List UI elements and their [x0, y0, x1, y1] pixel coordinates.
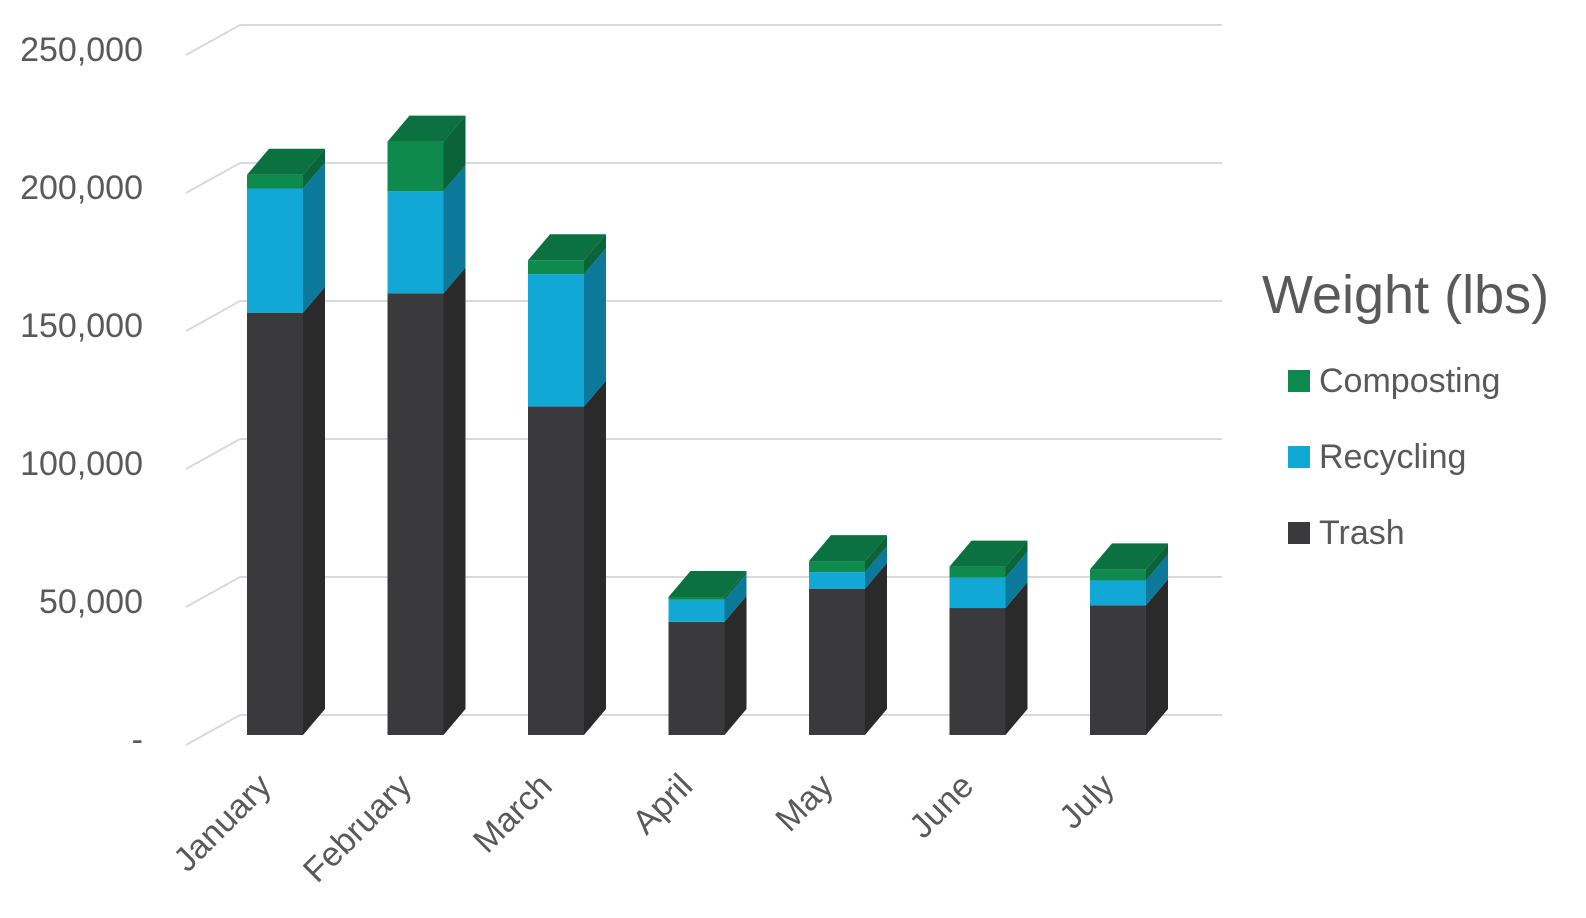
bar-top-march [528, 234, 606, 261]
legend-swatch-composting [1288, 370, 1310, 392]
bar-composting-january [247, 174, 303, 189]
bar-group-february [387, 115, 466, 735]
bar-trash-january [247, 312, 303, 735]
bar-top-june [949, 540, 1028, 567]
x-category-label: January [166, 767, 278, 879]
x-category-label: April [625, 767, 700, 842]
bar-recycling-february [387, 191, 444, 294]
bar-side-trash-february [443, 267, 466, 735]
bar-composting-april [668, 597, 725, 600]
bar-composting-july [1090, 569, 1146, 581]
bar-top-april [668, 571, 747, 597]
bar-side-recycling-march [584, 248, 606, 407]
bar-side-composting-july [1146, 543, 1168, 581]
x-category-label: June [902, 767, 981, 846]
x-category-label: March [466, 767, 560, 861]
gridline-slant [185, 300, 241, 332]
bar-composting-may [809, 561, 865, 573]
gridline-slant [185, 162, 241, 194]
bar-side-recycling-june [1005, 551, 1028, 609]
bar-top-january [247, 148, 325, 175]
bar-composting-june [949, 566, 1006, 578]
x-category-label: May [768, 767, 840, 839]
legend-label-composting: Composting [1319, 362, 1500, 400]
bar-group-january [247, 148, 325, 735]
bar-side-trash-march [584, 380, 606, 735]
bar-top-july [1090, 543, 1168, 570]
bar-side-composting-april [724, 571, 747, 600]
y-tick-label: 100,000 [20, 445, 143, 483]
bar-side-composting-february [443, 115, 466, 192]
gridline-slant [185, 714, 241, 746]
bar-side-composting-may [865, 535, 887, 573]
legend-label-trash: Trash [1319, 514, 1405, 552]
bar-recycling-may [809, 572, 865, 589]
bar-recycling-april [668, 599, 725, 622]
bar-side-composting-march [584, 234, 606, 275]
bar-recycling-march [528, 274, 584, 407]
y-tick-label: - [132, 721, 143, 759]
x-category-label: July [1052, 767, 1122, 837]
bar-side-recycling-february [443, 165, 466, 294]
bar-side-recycling-may [865, 546, 887, 589]
y-tick-label: 50,000 [39, 583, 143, 621]
legend-label-recycling: Recycling [1319, 438, 1466, 476]
legend-title: Weight (lbs) [1262, 265, 1549, 325]
bar-side-trash-january [303, 286, 325, 735]
bar-trash-june [949, 608, 1006, 735]
bar-composting-march [528, 260, 584, 275]
x-category-label: February [296, 767, 419, 890]
bar-top-february [387, 115, 466, 142]
bar-side-recycling-april [724, 573, 747, 622]
legend-swatch-trash [1288, 522, 1310, 544]
bar-trash-march [528, 406, 584, 735]
bar-side-trash-may [865, 562, 887, 735]
bar-side-composting-january [303, 148, 325, 189]
bar-trash-july [1090, 605, 1146, 735]
bar-group-march [528, 234, 606, 735]
bar-recycling-january [247, 188, 303, 313]
bar-side-recycling-july [1146, 554, 1168, 606]
bar-side-trash-july [1146, 579, 1168, 735]
legend: Weight (lbs) Composting Recycling Trash [1262, 265, 1549, 552]
bar-composting-february [387, 141, 444, 192]
bar-side-composting-june [1005, 540, 1028, 578]
x-axis-categories: January February March April May June July [166, 767, 1121, 890]
y-tick-label: 250,000 [20, 31, 143, 69]
bar-group-april [668, 571, 747, 735]
bar-trash-february [387, 293, 444, 735]
bar-trash-may [809, 588, 865, 735]
bar-side-trash-april [724, 595, 747, 735]
bar-top-may [809, 535, 887, 562]
y-axis-ticks: - 50,000 100,000 150,000 200,000 250,000 [20, 31, 143, 759]
bars [247, 115, 1168, 735]
bar-group-july [1090, 543, 1168, 735]
bar-recycling-june [949, 577, 1006, 609]
y-tick-label: 200,000 [20, 169, 143, 207]
y-tick-label: 150,000 [20, 307, 143, 345]
bar-side-trash-june [1005, 582, 1028, 735]
bar-group-may [809, 535, 887, 735]
legend-swatch-recycling [1288, 446, 1310, 468]
bar-recycling-july [1090, 580, 1146, 606]
gridline-slant [185, 576, 241, 608]
bar-group-june [949, 540, 1028, 735]
bar-side-recycling-january [303, 162, 325, 313]
gridline-slant [185, 438, 241, 470]
bar-trash-april [668, 621, 725, 735]
gridline-slant [185, 24, 241, 56]
